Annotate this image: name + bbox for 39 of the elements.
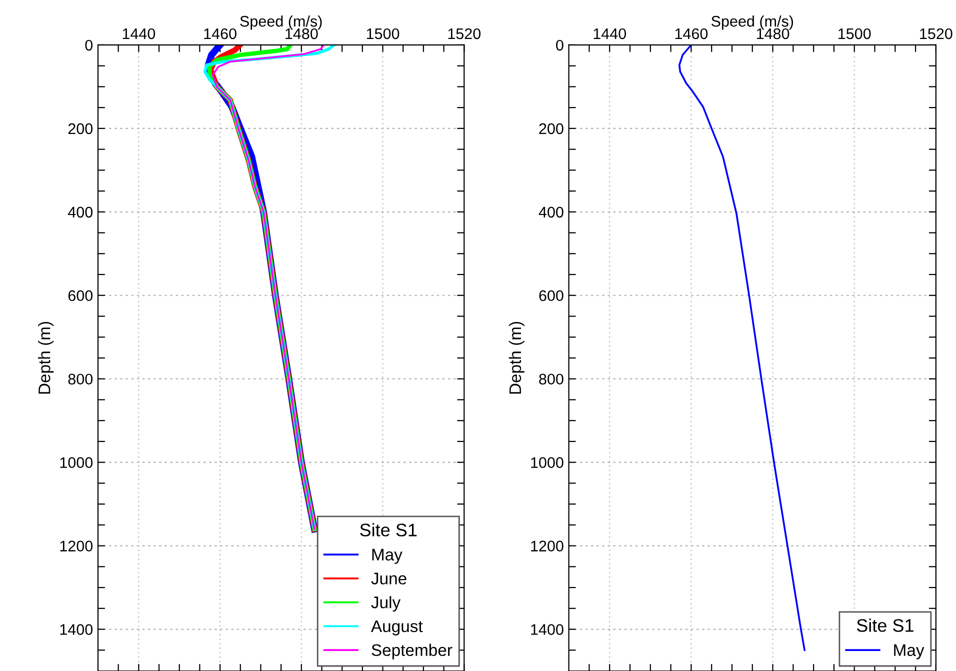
x-tick-label: 1500 <box>366 28 400 40</box>
legend-label: September <box>372 644 452 660</box>
y-tick-label: 0 <box>85 40 93 51</box>
y-tick-label: 600 <box>68 290 93 302</box>
y-tick-label: 1200 <box>60 540 93 552</box>
y-tick-label: 600 <box>539 290 564 302</box>
y-tick-label: 200 <box>68 123 93 134</box>
y-tick-label: 800 <box>68 374 93 385</box>
y-axis-title: Depth (m) <box>38 322 54 394</box>
x-tick-label: 1520 <box>920 28 952 40</box>
x-axis-title: Speed (m/s) <box>240 15 322 30</box>
legend-label: August <box>370 620 423 636</box>
legend-label: May <box>894 644 924 660</box>
legend-label: July <box>371 596 401 612</box>
legend-title: Site S1 <box>360 523 417 536</box>
x-tick-label: 1480 <box>286 28 318 40</box>
x-tick-label: 1460 <box>204 28 236 40</box>
legend-label: May <box>372 548 402 564</box>
y-tick-label: 0 <box>556 40 564 51</box>
x-tick-label: 1440 <box>594 28 626 40</box>
legend-label: June <box>371 572 406 584</box>
y-tick-label: 800 <box>539 374 564 385</box>
y-axis-title: Depth (m) <box>508 322 524 394</box>
y-tick-label: 1400 <box>531 624 564 635</box>
x-tick-label: 1520 <box>448 28 481 40</box>
x-tick-label: 1440 <box>122 28 156 40</box>
y-tick-label: 1000 <box>531 457 564 468</box>
y-tick-label: 1000 <box>60 457 93 468</box>
y-tick-label: 1400 <box>60 624 93 635</box>
y-tick-label: 1200 <box>531 540 564 552</box>
x-tick-label: 1500 <box>838 28 871 40</box>
legend-title: Site S1 <box>856 618 914 632</box>
x-tick-label: 1460 <box>675 28 708 40</box>
y-tick-label: 400 <box>68 206 93 218</box>
y-tick-label: 200 <box>539 123 564 134</box>
line-series <box>678 44 806 652</box>
x-tick-label: 1480 <box>756 28 790 40</box>
x-axis-title: Speed (m/s) <box>711 15 794 30</box>
y-tick-label: 400 <box>538 206 564 218</box>
